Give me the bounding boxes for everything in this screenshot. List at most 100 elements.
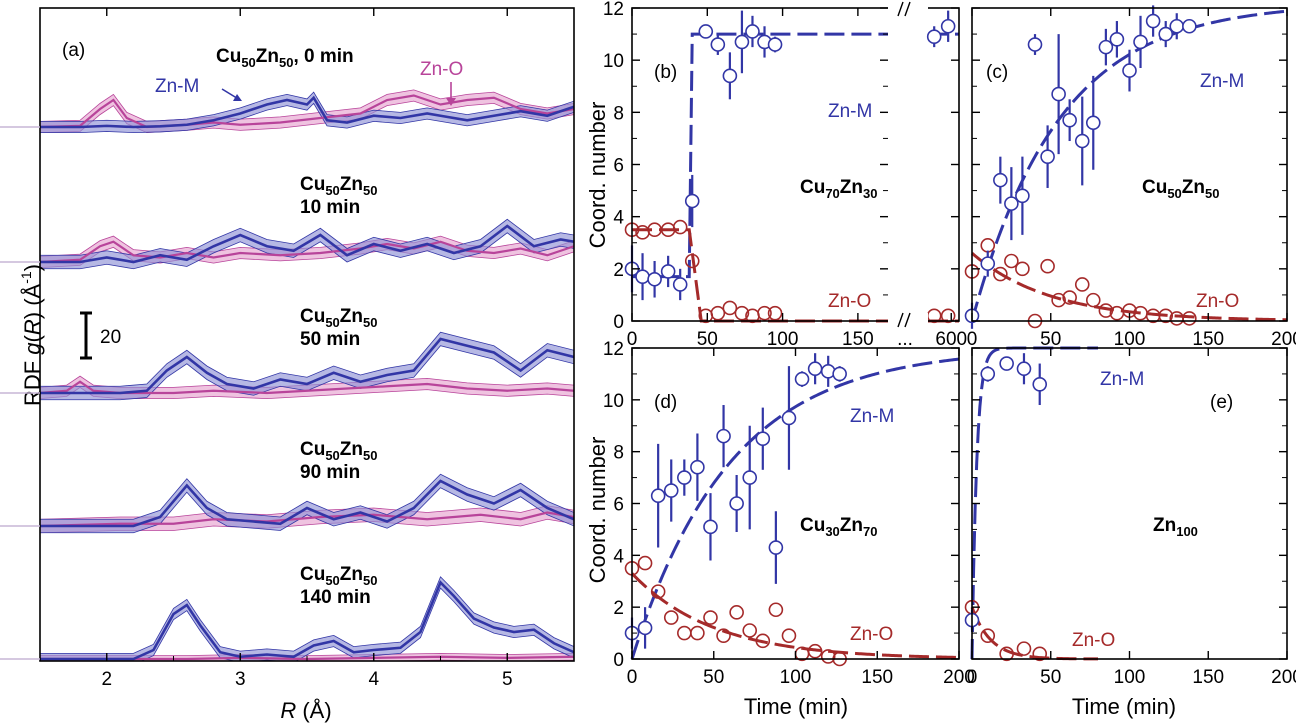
rdf-band-zn-m-4	[40, 576, 574, 661]
ytick-label: 12	[603, 339, 624, 360]
zn-m-point	[1133, 34, 1148, 50]
panel-d-plot	[624, 353, 960, 667]
rdf-line-zn-m-1	[40, 224, 574, 264]
break-tick-label: 600	[935, 329, 967, 350]
zn-m-point	[635, 269, 650, 284]
panel-d-xlabel: Time (min)	[744, 694, 848, 719]
zn-o-point	[729, 605, 744, 620]
panel-a-letter: (a)	[62, 40, 85, 61]
zn-o-point	[993, 266, 1008, 282]
panel-e-frame	[971, 347, 1288, 660]
zn-o-point	[1040, 258, 1055, 274]
zn-m-point	[1182, 18, 1197, 34]
zn-o-point	[703, 610, 718, 625]
panel-b-letter: (b)	[654, 62, 677, 83]
zn-o-point	[663, 610, 679, 625]
zn-m-point	[1145, 13, 1161, 29]
zn-m-point	[807, 361, 823, 377]
zn-m-point	[993, 172, 1008, 188]
zn-o-point	[807, 643, 823, 659]
xtick-label: 50	[703, 667, 724, 688]
zn-m-point	[729, 496, 744, 511]
panel-c-letter: (c)	[986, 62, 1008, 83]
rdf-line-zn-m-0	[40, 95, 574, 129]
zn-o-point	[1051, 292, 1066, 308]
zn-m-point	[832, 366, 847, 382]
zn-m-point	[660, 264, 676, 279]
zn-m-point	[1085, 115, 1101, 131]
panel-e: 0 50 100 150 200 (e) Zn-M Zn-O Zn100 Time (m…	[964, 346, 1296, 719]
zn-m-point	[781, 410, 797, 426]
break-ellipsis: ...	[897, 329, 913, 350]
zn-o-point	[1182, 311, 1197, 326]
zn-m-point	[650, 488, 666, 504]
zn-m-label-a: Zn-M	[155, 76, 199, 97]
ytick-label: 10	[603, 391, 624, 412]
panel-e-composition: Zn100	[1153, 515, 1198, 539]
ytick-label: 6	[613, 156, 624, 177]
zn-o-point	[1074, 277, 1090, 292]
xtick-label: 200	[943, 667, 975, 688]
xtick-label: 0	[967, 329, 978, 350]
panel-b-zn-o-label: Zn-O	[828, 291, 871, 312]
xtick-label: 50	[1040, 667, 1061, 688]
zn-m-point	[794, 371, 810, 387]
zn-m-point	[980, 256, 996, 271]
zn-o-point	[1158, 308, 1174, 324]
xtick-label: 50	[697, 329, 718, 350]
panel-e-zn-m-label: Zn-M	[1100, 369, 1144, 390]
zn-o-point	[1098, 303, 1114, 318]
zn-m-point	[703, 519, 718, 535]
xtick-label: 0	[627, 667, 638, 688]
panel-c-ticks: 0 50 100 150 200	[967, 7, 1296, 350]
zn-o-point	[820, 649, 836, 664]
panel-e-zn-o-label: Zn-O	[1072, 630, 1115, 651]
panel-a-xlabel: R (Å)	[280, 698, 331, 723]
zn-m-point	[1032, 376, 1048, 392]
zn-m-point	[1109, 31, 1125, 47]
zn-o-point	[781, 628, 797, 643]
curve-label-4: Cu50Zn50 140 min	[300, 564, 377, 608]
xtick-label: 100	[1114, 329, 1146, 350]
zn-m-point	[1122, 63, 1137, 78]
zn-m-point	[1040, 149, 1055, 164]
zn-m-point	[1051, 86, 1066, 102]
zn-m-point	[710, 37, 726, 52]
panel-a: 2 3 4 5 (a) R (Å) RDF g(R) (Å-1) 20 Zn-M Zn…	[0, 7, 575, 723]
zn-o-point	[1032, 646, 1048, 662]
panel-c-zn-m-label: Zn-M	[1200, 71, 1244, 92]
ytick-label: 8	[613, 103, 624, 124]
zn-m-point	[637, 620, 653, 636]
zn-o-point	[742, 623, 758, 638]
panel-e-xlabel: Time (min)	[1072, 694, 1176, 719]
ytick-label: 4	[613, 208, 624, 229]
panel-d-zn-m-label: Zn-M	[850, 406, 894, 427]
zn-o-point	[999, 646, 1014, 662]
zn-m-point	[1015, 188, 1030, 204]
ytick-label: 2	[613, 598, 624, 619]
ytick-label: 10	[603, 51, 624, 72]
zn-o-fit	[630, 572, 960, 659]
ytick-label: 6	[613, 495, 624, 516]
panel-a-ylabel: RDF g(R) (Å-1)	[18, 264, 45, 406]
panel-e-plot	[964, 346, 1099, 662]
panel-b-zn-m-label: Zn-M	[828, 101, 872, 122]
zn-m-point	[690, 459, 705, 475]
ytick-label: 0	[613, 312, 624, 333]
zn-m-fit	[630, 357, 960, 660]
zn-m-point	[1098, 39, 1114, 55]
a-xtick-label: 3	[235, 669, 246, 690]
zn-o-point	[722, 300, 738, 316]
curve-label-0: Cu50Zn50, 0 min	[216, 46, 354, 70]
zn-m-point	[742, 470, 758, 485]
a-xtick-label: 5	[502, 669, 513, 690]
xtick-label: 150	[861, 667, 893, 688]
ytick-label: 8	[613, 443, 624, 464]
zn-o-fit	[971, 252, 1288, 322]
zn-o-point	[1062, 290, 1077, 305]
zn-o-label-a: Zn-O	[420, 59, 463, 80]
panel-d-composition: Cu30Zn70	[800, 515, 877, 539]
